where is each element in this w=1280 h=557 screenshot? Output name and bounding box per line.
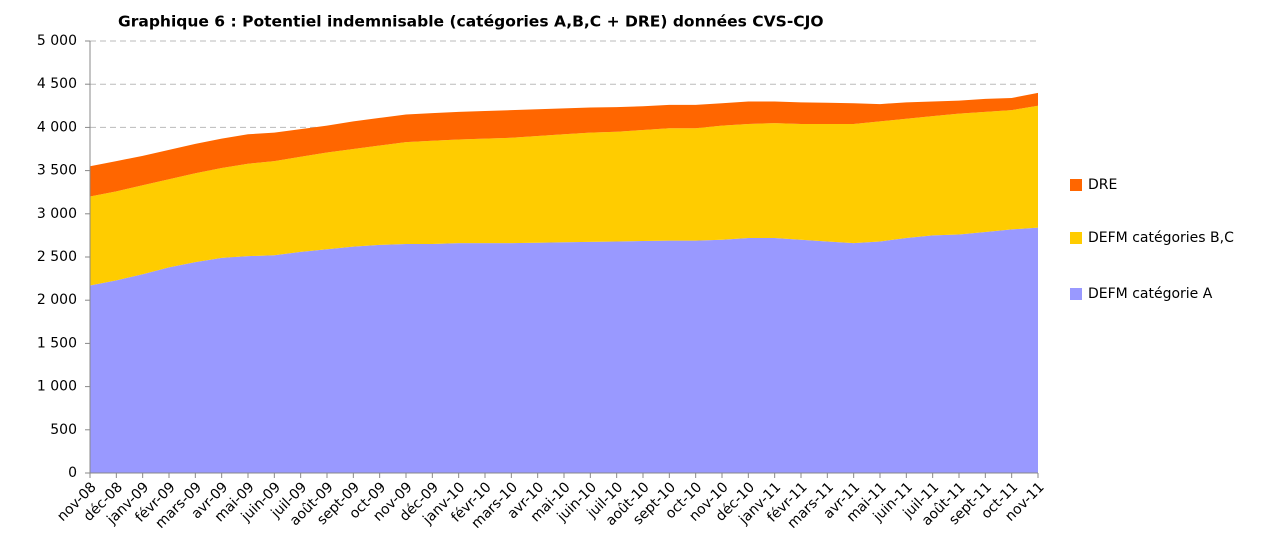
legend-swatch: [1070, 179, 1082, 191]
y-tick-label: 4 000: [37, 119, 77, 135]
y-tick-label: 1 500: [37, 335, 77, 351]
y-tick-label: 1 000: [37, 379, 77, 395]
y-tick-label: 5 000: [37, 33, 77, 49]
area: [90, 227, 1038, 473]
y-tick-label: 2 500: [37, 249, 77, 265]
legend-label: DEFM catégories B,C: [1088, 230, 1234, 246]
chart-title: Graphique 6 : Potentiel indemnisable (ca…: [118, 13, 824, 31]
area: [90, 92, 1038, 197]
y-tick-label: 4 500: [37, 76, 77, 92]
legend-swatch: [1070, 288, 1082, 300]
y-tick-label: 3 000: [37, 206, 77, 222]
y-tick-label: 0: [68, 465, 77, 481]
legend-label: DEFM catégorie A: [1088, 286, 1213, 302]
legend-swatch: [1070, 232, 1082, 244]
area: [90, 105, 1038, 286]
legend-label: DRE: [1088, 177, 1117, 193]
y-tick-label: 2 000: [37, 292, 77, 308]
y-tick-label: 3 500: [37, 163, 77, 179]
y-tick-label: 500: [50, 422, 77, 438]
